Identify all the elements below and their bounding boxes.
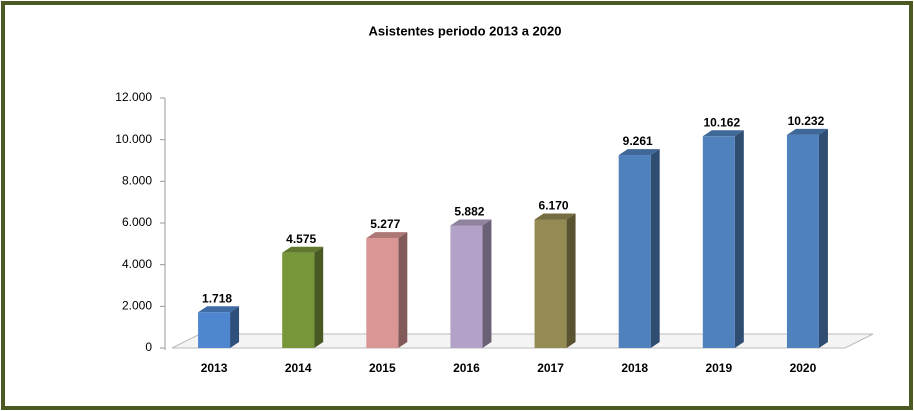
bar-side <box>230 306 240 348</box>
x-tick-label: 2016 <box>453 361 480 375</box>
data-label: 5.277 <box>370 217 400 231</box>
data-label: 6.170 <box>539 199 569 213</box>
bar-side <box>314 246 324 348</box>
y-tick-label: 12.000 <box>115 90 152 104</box>
y-tick-label: 0 <box>145 340 152 354</box>
bar-top <box>618 149 660 156</box>
data-label: 4.575 <box>286 232 316 246</box>
bar <box>534 219 567 348</box>
data-label: 10.232 <box>788 114 825 128</box>
bar-top <box>534 213 576 220</box>
bar-top <box>282 246 324 253</box>
y-tick-label: 10.000 <box>115 132 152 146</box>
bar-top <box>702 130 744 137</box>
bar-top <box>366 232 408 239</box>
bar <box>786 134 819 348</box>
x-tick-label: 2019 <box>705 361 732 375</box>
data-label: 5.882 <box>454 205 484 219</box>
x-tick-label: 2014 <box>285 361 312 375</box>
y-tick-label: 4.000 <box>122 257 152 271</box>
bar-side <box>398 232 408 348</box>
x-tick-label: 2018 <box>621 361 648 375</box>
data-label: 1.718 <box>202 291 232 305</box>
bar-top <box>198 306 240 313</box>
bar <box>282 252 315 348</box>
x-tick-label: 2020 <box>790 361 817 375</box>
bar <box>198 312 231 348</box>
bar <box>702 136 735 348</box>
data-label: 10.162 <box>703 115 740 129</box>
bar-side <box>650 149 660 348</box>
chart-title: Asistentes periodo 2013 a 2020 <box>369 23 562 38</box>
bar-top <box>450 219 492 226</box>
bar <box>450 225 483 348</box>
bar-side <box>566 213 576 348</box>
bar-top <box>786 128 828 135</box>
bar-side <box>818 128 828 348</box>
bar <box>618 155 651 348</box>
y-tick-label: 6.000 <box>122 215 152 229</box>
bar <box>366 238 399 348</box>
bar-side <box>734 130 744 348</box>
x-tick-label: 2017 <box>537 361 564 375</box>
x-tick-label: 2013 <box>201 361 228 375</box>
data-label: 9.261 <box>623 134 653 148</box>
y-tick-label: 8.000 <box>122 174 152 188</box>
floor <box>171 333 874 349</box>
x-tick-label: 2015 <box>369 361 396 375</box>
y-tick-label: 2.000 <box>122 299 152 313</box>
bar-side <box>482 219 492 348</box>
